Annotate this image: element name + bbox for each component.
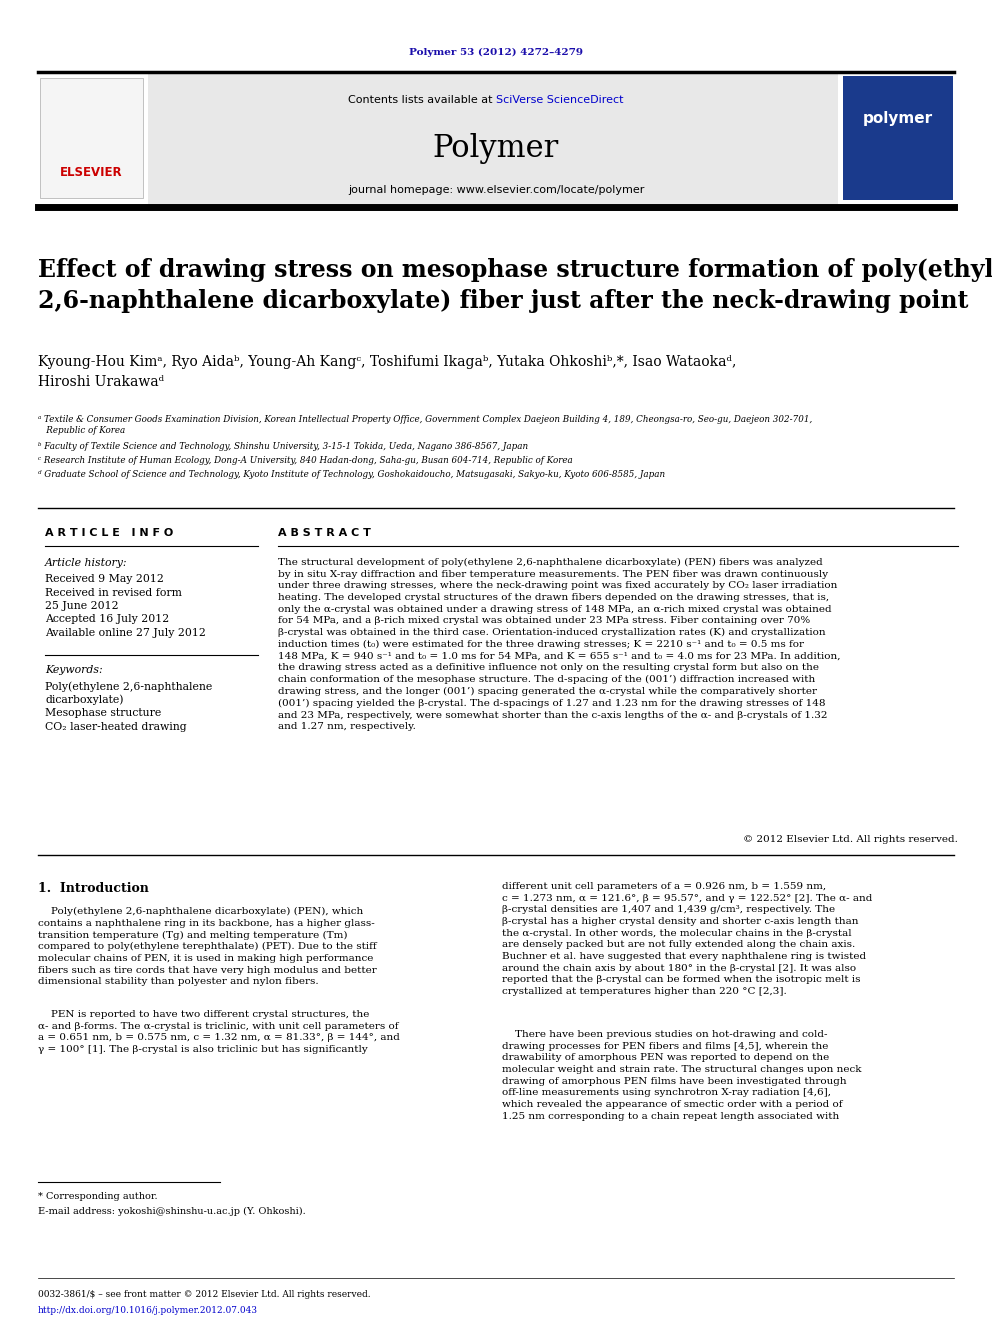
- Text: Article history:: Article history:: [45, 558, 128, 568]
- Text: Effect of drawing stress on mesophase structure formation of poly(ethylene
2,6-n: Effect of drawing stress on mesophase st…: [38, 258, 992, 312]
- Text: A B S T R A C T: A B S T R A C T: [278, 528, 371, 538]
- Text: journal homepage: www.elsevier.com/locate/polymer: journal homepage: www.elsevier.com/locat…: [348, 185, 644, 194]
- Bar: [38, 73, 146, 205]
- Text: Polymer: Polymer: [433, 132, 559, 164]
- Text: ELSEVIER: ELSEVIER: [60, 165, 122, 179]
- Bar: [840, 73, 955, 205]
- Text: Available online 27 July 2012: Available online 27 July 2012: [45, 628, 206, 638]
- Bar: [843, 75, 953, 200]
- Text: PEN is reported to have two different crystal structures, the
α- and β-forms. Th: PEN is reported to have two different cr…: [38, 1009, 400, 1054]
- Text: Received in revised form: Received in revised form: [45, 587, 182, 598]
- Bar: [40, 78, 143, 198]
- Text: There have been previous studies on hot-drawing and cold-
drawing processes for : There have been previous studies on hot-…: [502, 1031, 861, 1121]
- Text: 25 June 2012: 25 June 2012: [45, 601, 119, 611]
- Text: http://dx.doi.org/10.1016/j.polymer.2012.07.043: http://dx.doi.org/10.1016/j.polymer.2012…: [38, 1306, 258, 1315]
- Text: E-mail address: yokoshi@shinshu-u.ac.jp (Y. Ohkoshi).: E-mail address: yokoshi@shinshu-u.ac.jp …: [38, 1207, 306, 1216]
- Text: The structural development of poly(ethylene 2,6-naphthalene dicarboxylate) (PEN): The structural development of poly(ethyl…: [278, 558, 840, 732]
- Text: 0032-3861/$ – see front matter © 2012 Elsevier Ltd. All rights reserved.: 0032-3861/$ – see front matter © 2012 El…: [38, 1290, 371, 1299]
- Text: SciVerse ScienceDirect: SciVerse ScienceDirect: [496, 95, 624, 105]
- Text: Poly(ethylene 2,6-naphthalene: Poly(ethylene 2,6-naphthalene: [45, 681, 212, 692]
- Text: Mesophase structure: Mesophase structure: [45, 708, 162, 718]
- Text: Contents lists available at: Contents lists available at: [348, 95, 496, 105]
- Text: CO₂ laser-heated drawing: CO₂ laser-heated drawing: [45, 721, 186, 732]
- Text: Accepted 16 July 2012: Accepted 16 July 2012: [45, 614, 170, 624]
- Text: different unit cell parameters of a = 0.926 nm, b = 1.559 nm,
c = 1.273 nm, α = : different unit cell parameters of a = 0.…: [502, 882, 872, 996]
- Text: Poly(ethylene 2,6-naphthalene dicarboxylate) (PEN), which
contains a naphthalene: Poly(ethylene 2,6-naphthalene dicarboxyl…: [38, 908, 377, 987]
- Text: ᵇ Faculty of Textile Science and Technology, Shinshu University, 3-15-1 Tokida, : ᵇ Faculty of Textile Science and Technol…: [38, 442, 528, 451]
- Text: ᵈ Graduate School of Science and Technology, Kyoto Institute of Technology, Gosh: ᵈ Graduate School of Science and Technol…: [38, 470, 665, 479]
- Text: ᶜ Research Institute of Human Ecology, Dong-A University, 840 Hadan-dong, Saha-g: ᶜ Research Institute of Human Ecology, D…: [38, 456, 572, 464]
- Text: dicarboxylate): dicarboxylate): [45, 695, 123, 705]
- Text: Received 9 May 2012: Received 9 May 2012: [45, 574, 164, 583]
- Text: © 2012 Elsevier Ltd. All rights reserved.: © 2012 Elsevier Ltd. All rights reserved…: [743, 835, 958, 844]
- Text: A R T I C L E   I N F O: A R T I C L E I N F O: [45, 528, 174, 538]
- Text: 1.  Introduction: 1. Introduction: [38, 882, 149, 894]
- Text: Keywords:: Keywords:: [45, 665, 102, 675]
- Text: Polymer 53 (2012) 4272–4279: Polymer 53 (2012) 4272–4279: [409, 48, 583, 57]
- Text: polymer: polymer: [863, 111, 933, 126]
- Bar: [148, 73, 838, 205]
- Text: Kyoung-Hou Kimᵃ, Ryo Aidaᵇ, Young-Ah Kangᶜ, Toshifumi Ikagaᵇ, Yutaka Ohkoshiᵇ,*,: Kyoung-Hou Kimᵃ, Ryo Aidaᵇ, Young-Ah Kan…: [38, 355, 736, 389]
- Text: * Corresponding author.: * Corresponding author.: [38, 1192, 158, 1201]
- Text: ᵃ Textile & Consumer Goods Examination Division, Korean Intellectual Property Of: ᵃ Textile & Consumer Goods Examination D…: [38, 415, 812, 435]
